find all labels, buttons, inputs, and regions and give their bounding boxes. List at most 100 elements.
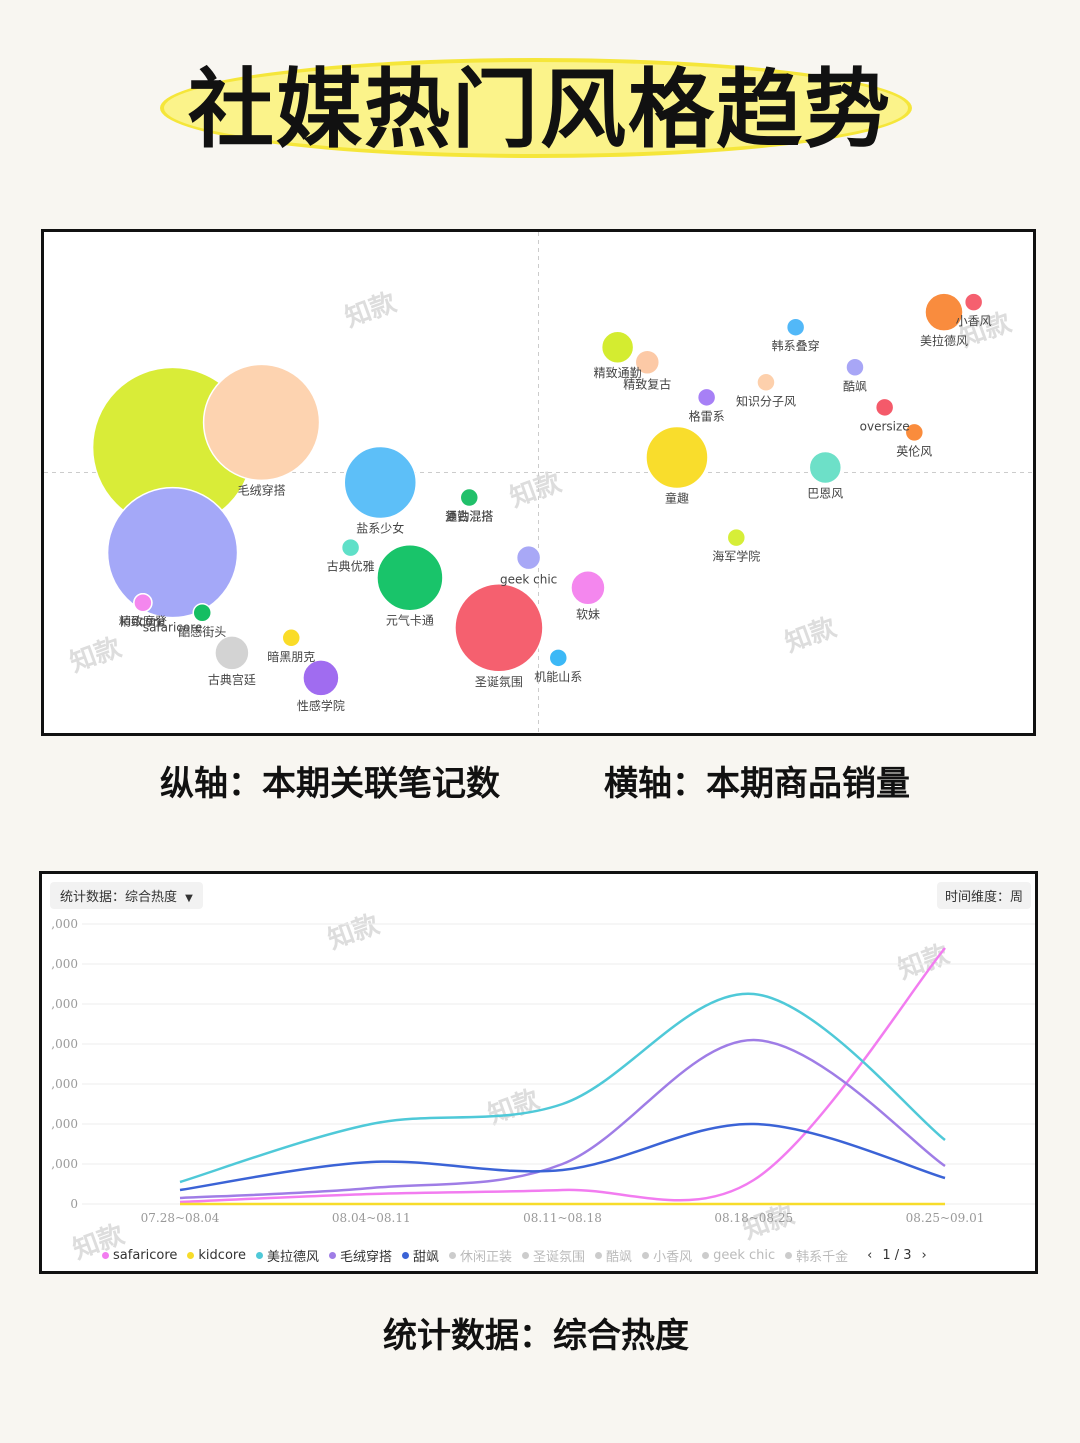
x-tick-label: 08.04~08.11 (332, 1211, 411, 1225)
legend-item-inactive[interactable]: 小香风 (642, 1246, 692, 1265)
bubble-label: 海军学院 (712, 549, 760, 564)
title-banner: 社媒热门风格趋势 (150, 40, 930, 180)
series-line[interactable] (179, 992, 946, 1184)
bubble-point[interactable] (376, 543, 444, 612)
bubble-point[interactable] (548, 648, 569, 668)
bubble-point[interactable] (756, 372, 776, 393)
bubble-point[interactable] (192, 603, 212, 623)
bubble-point[interactable] (904, 422, 925, 443)
stat-dropdown[interactable]: 统计数据：综合热度 ▼ (50, 882, 203, 909)
legend-label: 毛绒穿搭 (339, 1250, 392, 1265)
bubble-label: kidcore (121, 615, 165, 629)
x-tick-label: 07.28~08.04 (141, 1211, 220, 1225)
bubble-label: 软妹 (576, 608, 600, 622)
bubble-point[interactable] (343, 445, 418, 520)
legend-item-inactive[interactable]: 圣诞氛围 (522, 1246, 585, 1265)
bubble-point[interactable] (106, 486, 239, 619)
y-tick-label: 0 (70, 1197, 78, 1211)
bubble-point[interactable] (281, 628, 301, 648)
bubble-label: 古典优雅 (327, 559, 375, 574)
bubble-point[interactable] (963, 292, 984, 312)
legend-item-inactive[interactable]: 韩系千金 (785, 1246, 848, 1265)
series-line[interactable] (179, 1122, 946, 1192)
bubble-label: 童趣 (665, 490, 689, 505)
y-axis-caption: 纵轴：本期关联笔记数 (160, 764, 500, 804)
bubble-label: 机能山系 (534, 670, 582, 684)
bubble-point[interactable] (454, 583, 544, 673)
legend-label: 美拉德风 (266, 1250, 319, 1265)
time-dimension-label: 时间维度：周 (944, 890, 1023, 905)
legend-pager: ‹ 1 / 3 › (862, 1248, 932, 1263)
legend-label: 休闲正装 (460, 1250, 513, 1265)
watermark: 知款 (894, 939, 954, 985)
bubble-point[interactable] (645, 425, 709, 490)
time-dimension-selector[interactable]: 时间维度：周 (936, 882, 1031, 909)
bubble-label: 精致摩登 (119, 614, 167, 629)
bubble-point[interactable] (570, 569, 606, 606)
x-tick-label: 08.18~08.25 (714, 1211, 793, 1225)
legend-dot-icon (187, 1252, 195, 1259)
bubble-point[interactable] (696, 387, 717, 408)
legend-item-inactive[interactable]: 酷飒 (595, 1246, 632, 1265)
bubble-point[interactable] (459, 487, 480, 508)
chart-legend: safaricore kidcore 美拉德风 毛绒穿搭 甜飒 休闲正装 圣诞氛围 酷飒 小香风… (102, 1246, 932, 1265)
bubble-chart-panel: 知款 知款 知款 知款 知款 safaricore 毛绒穿搭 盐系少女 复古混搭 通勤混搭 古典优雅… (41, 229, 1036, 736)
bubble-label: 知识分子风 (736, 394, 796, 408)
bubble-point[interactable] (726, 527, 747, 548)
bubble-label: oversize (860, 419, 910, 433)
legend-label: geek chic (713, 1248, 776, 1263)
y-tick-label: ,000 (51, 1037, 78, 1051)
bubble-label: 格雷系 (689, 408, 725, 423)
pager-label: 1 / 3 (882, 1248, 912, 1263)
y-tick-label: ,000 (51, 1077, 78, 1091)
chevron-left-icon[interactable]: ‹ (867, 1248, 873, 1263)
bubble-point[interactable] (785, 317, 806, 337)
legend-dot-icon (449, 1252, 457, 1259)
legend-item[interactable]: kidcore (187, 1248, 246, 1263)
bubble-point[interactable] (214, 635, 250, 671)
series-line[interactable] (179, 1038, 946, 1200)
stat-caption: 统计数据：综合热度 (383, 1316, 689, 1356)
bubble-point[interactable] (845, 357, 865, 378)
bubble-point[interactable] (202, 363, 321, 482)
legend-dot-icon (702, 1252, 710, 1259)
watermark: 知款 (324, 909, 384, 955)
legend-item-inactive[interactable]: 休闲正装 (449, 1246, 512, 1265)
bubble-label: 韩系叠穿 (772, 338, 820, 353)
bubble-point[interactable] (302, 659, 340, 697)
bubble-label: 英伦风 (896, 443, 932, 458)
watermark: 知款 (781, 612, 841, 658)
bubble-point[interactable] (808, 450, 843, 485)
bubble-label: 精致复古 (623, 376, 671, 391)
legend-item[interactable]: 美拉德风 (255, 1246, 319, 1265)
series-line[interactable] (179, 947, 946, 1204)
legend-label: 酷飒 (606, 1250, 633, 1265)
y-tick-label: ,000 (51, 997, 78, 1011)
bubble-point[interactable] (600, 330, 635, 364)
bubble-label: 毛绒穿搭 (238, 482, 286, 497)
line-chart: 知款知款知款知款知款,000,000,000,000,000,000,00000… (51, 909, 1035, 1264)
bubble-label: 性感学院 (297, 698, 345, 713)
legend-item[interactable]: 甜飒 (402, 1246, 439, 1265)
y-tick-label: ,000 (51, 1157, 78, 1171)
stat-dropdown-label: 统计数据：综合热度 (60, 890, 178, 905)
bubble-label: 酷感街头 (178, 624, 226, 639)
legend-item[interactable]: safaricore (102, 1248, 177, 1263)
legend-label: safaricore (113, 1248, 178, 1263)
bubble-point[interactable] (340, 537, 361, 558)
bubble-label: 精致通勤 (594, 366, 642, 380)
bubble-point[interactable] (924, 292, 964, 332)
bubble-point[interactable] (133, 592, 153, 613)
y-tick-label: ,000 (51, 957, 78, 971)
bubble-point[interactable] (515, 544, 542, 571)
bubble-label: safaricore (143, 621, 202, 635)
legend-item-inactive[interactable]: geek chic (702, 1248, 775, 1263)
chevron-right-icon[interactable]: › (921, 1248, 927, 1263)
bubble-label: 小香风 (956, 314, 992, 328)
bubble-point[interactable] (874, 397, 895, 418)
title-highlight (160, 58, 912, 158)
watermark: 知款 (341, 287, 401, 333)
legend-item[interactable]: 毛绒穿搭 (328, 1246, 392, 1265)
bubble-point[interactable] (634, 349, 661, 376)
page-title: 社媒热门风格趋势 (188, 60, 892, 160)
